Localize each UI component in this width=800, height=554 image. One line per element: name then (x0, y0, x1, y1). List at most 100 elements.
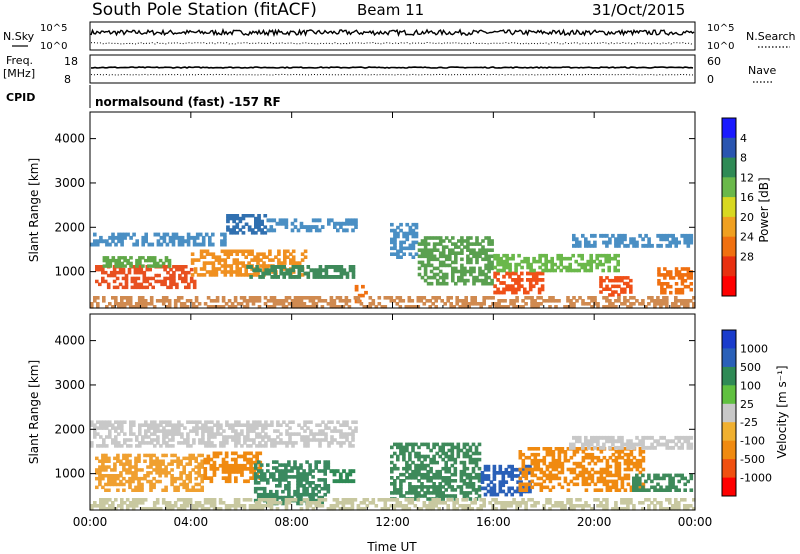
echo-band (102, 256, 172, 268)
echo-band (390, 222, 419, 259)
power-colorbar-label: Power [dB] (757, 177, 771, 242)
colorbar-swatch (722, 477, 736, 497)
colorbar-tick-label: -1000 (740, 472, 772, 485)
colorbar-swatch (722, 236, 736, 257)
beam-label: Beam 11 (357, 1, 424, 19)
freq-strip: Freq. [MHz] 18 8 60 0 Nave (3, 54, 776, 86)
echo-band (226, 214, 268, 235)
nsky-trace (90, 27, 695, 38)
colorbar-frame (721, 117, 737, 297)
colorbar-swatch (722, 385, 736, 405)
power-echo-bands (90, 214, 696, 309)
y-tick-label: 4000 (54, 132, 85, 146)
colorbar-tick-label: 500 (740, 361, 761, 374)
cpid-label: CPID (6, 91, 35, 104)
colorbar-swatch (722, 276, 736, 297)
echo-band (90, 232, 227, 247)
colorbar-tick-label: 12 (740, 171, 754, 184)
power-colorbar: Power [dB] 4 8 12 16 20 24 28 (721, 117, 771, 297)
figure-title: South Pole Station (fitACF) (92, 0, 317, 20)
echo-band (493, 253, 620, 273)
echo-band (253, 460, 331, 506)
date-label: 31/Oct/2015 (592, 1, 685, 19)
freq-bottom-tick: 8 (64, 73, 71, 86)
echo-band (657, 267, 693, 295)
echo-band (329, 469, 356, 484)
x-tick-label: 16:00 (476, 515, 511, 529)
x-tick-label: 12:00 (375, 515, 410, 529)
echo-band (95, 453, 204, 492)
colorbar-tick-label: -25 (740, 416, 758, 429)
time-axis-label: Time UT (366, 540, 417, 554)
echo-band (246, 265, 356, 279)
colorbar-swatch (722, 403, 736, 423)
velocity-y-axis: 1000 2000 3000 4000 (54, 334, 695, 481)
y-tick-label: 1000 (54, 467, 85, 481)
x-tick-label: 04:00 (174, 515, 209, 529)
x-tick-label: 08:00 (274, 515, 309, 529)
colorbar-swatch (722, 330, 736, 349)
colorbar-tick-label: 16 (740, 191, 754, 204)
colorbar-swatch (722, 216, 736, 238)
velocity-ylabel: Slant Range [km] (27, 360, 41, 464)
velocity-colorbar: Velocity [m s⁻¹] 1000 500 100 25 -25 -100 -500… (721, 329, 789, 497)
y-tick-label: 4000 (54, 334, 85, 348)
echo-band (390, 442, 482, 501)
velocity-x-axis: 00:00 04:00 08:00 12:00 16:00 20:00 00:00 (73, 314, 713, 529)
echo-band (569, 435, 694, 450)
colorbar-swatch (722, 459, 736, 478)
freq-trace (91, 66, 694, 69)
colorbar-swatch (722, 197, 736, 218)
nsearch-bottom-tick: 10^0 (707, 41, 734, 52)
colorbar-swatch (722, 177, 736, 198)
power-panel: 1000 2000 3000 4000 Slant Range [km] (27, 111, 696, 309)
echo-band (266, 218, 358, 233)
power-y-axis: 1000 2000 3000 4000 (54, 132, 695, 279)
colorbar-swatch (722, 366, 736, 386)
colorbar-tick-label: 28 (740, 250, 754, 263)
freq-top-tick: 18 (64, 55, 78, 68)
nsearch-trace (90, 41, 694, 45)
colorbar-swatch (722, 137, 736, 159)
colorbar-swatch (722, 440, 736, 460)
colorbar-swatch (722, 157, 736, 178)
y-tick-label: 3000 (54, 176, 85, 190)
colorbar-swatch (722, 256, 736, 277)
nave-trace (90, 73, 694, 76)
echo-band (572, 233, 694, 248)
freq-unit-label: [MHz] (3, 67, 35, 80)
velocity-echo-bands (90, 420, 696, 511)
nsky-label: N.Sky (3, 30, 35, 43)
velocity-colorbar-label: Velocity [m s⁻¹] (775, 365, 789, 458)
nave-bottom-tick: 0 (707, 73, 714, 86)
cpid-strip: CPID normalsound (fast) -157 RF (6, 85, 281, 109)
power-ylabel: Slant Range [km] (27, 158, 41, 262)
y-tick-label: 2000 (54, 220, 85, 234)
power-x-axis (89, 112, 696, 308)
y-tick-label: 2000 (54, 422, 85, 436)
echo-band (90, 498, 696, 511)
nsky-top-tick: 10^5 (40, 23, 67, 34)
colorbar-tick-label: 24 (740, 231, 754, 244)
echo-band (518, 447, 646, 492)
nsearch-top-tick: 10^5 (707, 23, 734, 34)
echo-band (417, 236, 494, 286)
colorbar-swatch (722, 118, 736, 139)
colorbar-swatch (722, 348, 736, 368)
echo-band (632, 473, 694, 492)
x-tick-label: 20:00 (577, 515, 612, 529)
colorbar-tick-label: 100 (740, 379, 761, 392)
nave-top-tick: 60 (707, 55, 721, 68)
colorbar-tick-label: 8 (740, 152, 747, 165)
nsky-bottom-tick: 10^0 (40, 41, 67, 52)
nave-label: Nave (748, 64, 776, 77)
colorbar-tick-label: 25 (740, 398, 754, 411)
colorbar-tick-label: -100 (740, 435, 765, 448)
colorbar-tick-label: 20 (740, 211, 754, 224)
echo-band (90, 296, 696, 309)
x-tick-label: 00:00 (678, 515, 713, 529)
freq-label: Freq. (6, 54, 33, 67)
y-tick-label: 1000 (54, 265, 85, 279)
colorbar-frame (721, 329, 737, 497)
